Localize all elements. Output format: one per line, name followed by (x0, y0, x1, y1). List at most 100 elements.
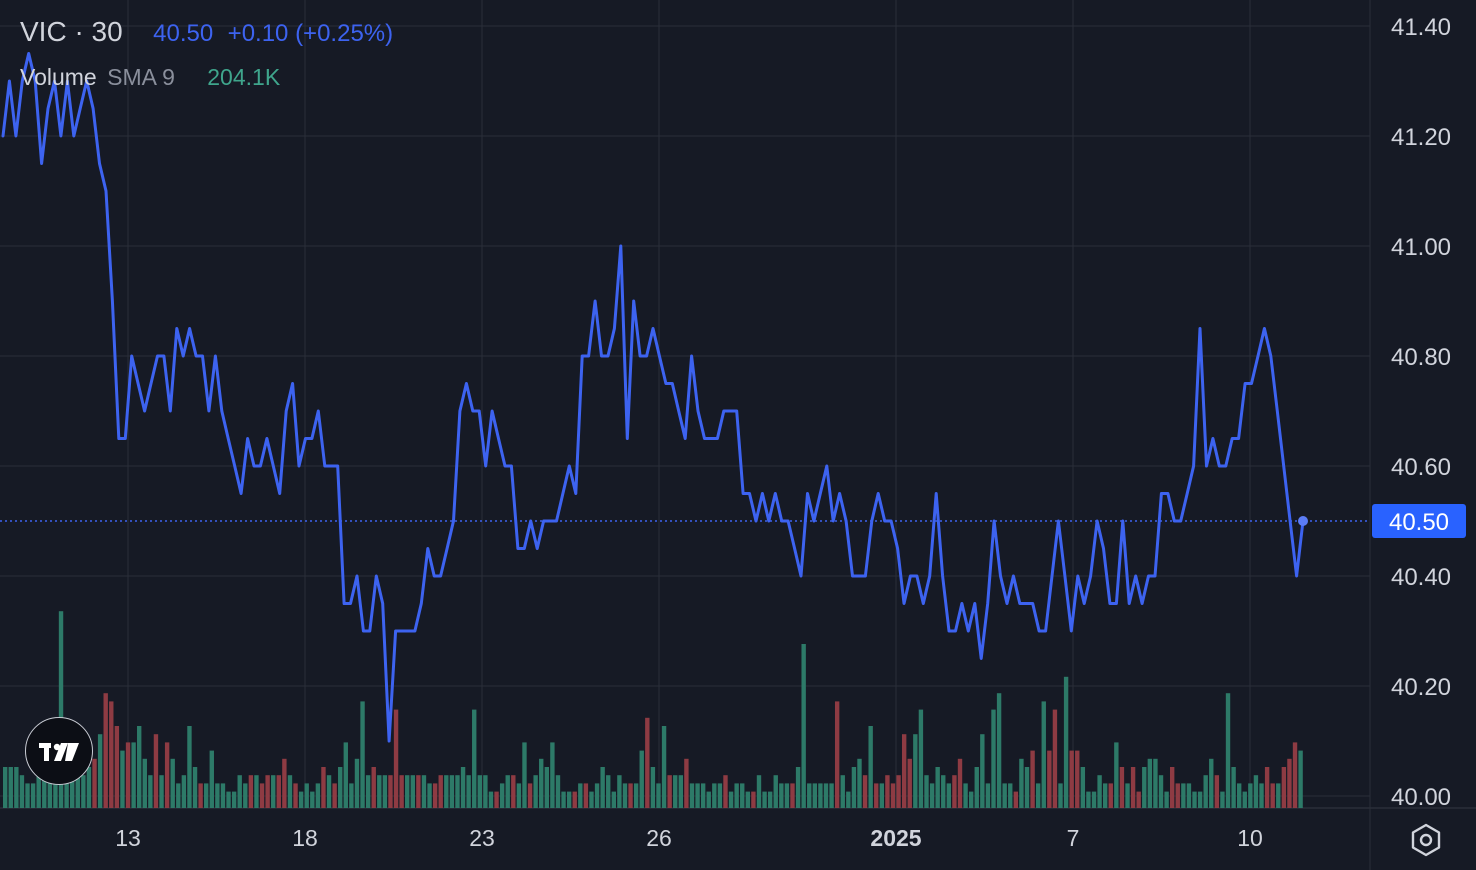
volume-bar (1248, 783, 1253, 808)
volume-bar (460, 767, 466, 808)
volume-bar (1281, 767, 1287, 808)
volume-bar (388, 775, 393, 808)
volume-bar (1080, 767, 1086, 808)
volume-bar (857, 758, 862, 808)
volume-bar (131, 742, 136, 808)
volume-bar (1253, 775, 1259, 808)
volume-bar (282, 758, 287, 808)
volume-bar (527, 783, 533, 808)
volume-bar (287, 775, 293, 808)
volume-bar (1242, 791, 1247, 808)
tradingview-logo-icon[interactable] (25, 717, 93, 785)
volume-bar (14, 767, 19, 808)
volume-bar (667, 775, 672, 808)
volume-bar (706, 791, 711, 808)
volume-bar (918, 709, 924, 808)
volume-bar (416, 775, 421, 808)
volume-bar (1153, 758, 1158, 808)
volume-bar (628, 783, 633, 808)
volume-bar (1270, 783, 1275, 808)
volume-bars (3, 611, 1303, 808)
volume-bar (58, 611, 64, 808)
volume-bar (678, 775, 684, 808)
volume-bar (946, 783, 952, 808)
volume-bar (829, 783, 834, 808)
volume-bar (762, 791, 767, 808)
volume-bar (1102, 783, 1108, 808)
volume-bar (349, 783, 354, 808)
price-tick-label: 41.00 (1391, 234, 1451, 261)
time-axis[interactable]: 13 18 23 26 2025 7 10 (115, 825, 1263, 851)
volume-bar (957, 758, 963, 808)
volume-bar (159, 775, 164, 808)
volume-bar (673, 775, 678, 808)
volume-bar (868, 726, 873, 808)
volume-bar (539, 758, 544, 808)
volume-bar (466, 775, 471, 808)
volume-bar (1292, 742, 1298, 808)
volume-value: 204.1K (207, 64, 281, 90)
volume-bar (3, 767, 8, 808)
volume-bar (968, 791, 974, 808)
time-tick-label: 7 (1067, 825, 1080, 851)
volume-bar (740, 783, 745, 808)
volume-bar (1259, 783, 1264, 808)
volume-bar (81, 775, 86, 808)
volume-bar (393, 709, 399, 808)
volume-bar (1164, 791, 1169, 808)
volume-bar (756, 775, 762, 808)
volume-bar (1119, 767, 1125, 808)
volume-bar (1097, 775, 1102, 808)
volume-bar (338, 767, 343, 808)
symbol-title[interactable]: VIC · 30 (20, 16, 123, 47)
volume-bar (1058, 783, 1063, 808)
volume-bar (840, 775, 845, 808)
current-price-badge (1372, 504, 1466, 538)
volume-bar (1181, 783, 1186, 808)
volume-bar (30, 783, 36, 808)
last-price-marker (1298, 516, 1308, 526)
volume-bar (310, 791, 315, 808)
volume-bar (611, 791, 617, 808)
volume-bar (248, 775, 254, 808)
volume-bar (1024, 767, 1030, 808)
volume-bar (1075, 750, 1080, 808)
volume-bar (494, 791, 499, 808)
volume-bar (92, 758, 97, 808)
price-tick-label: 41.40 (1391, 14, 1451, 41)
volume-bar (399, 775, 404, 808)
volume-bar (209, 750, 214, 808)
volume-bar (259, 783, 265, 808)
volume-bar (36, 767, 41, 808)
volume-bar (578, 783, 583, 808)
volume-bar (1047, 750, 1052, 808)
volume-bar (1108, 783, 1113, 808)
volume-bar (231, 791, 237, 808)
volume-bar (734, 783, 739, 808)
volume-bar (125, 742, 131, 808)
volume-bar (622, 783, 628, 808)
volume-bar (784, 783, 790, 808)
price-axis[interactable]: 41.40 41.20 41.00 40.80 40.60 40.40 40.20 40.00… (1372, 14, 1466, 811)
volume-bar (801, 644, 806, 808)
volume-bar (120, 750, 125, 808)
volume-bar (192, 767, 198, 808)
volume-bar (427, 783, 432, 808)
volume-bar (505, 775, 510, 808)
volume-bar (220, 783, 226, 808)
volume-bar (1276, 783, 1281, 808)
volume-bar (455, 775, 460, 808)
volume-bar (684, 758, 689, 808)
volume-bar (1236, 783, 1242, 808)
volume-bar (952, 775, 957, 808)
volume-bar (963, 783, 968, 808)
volume-bar (1225, 693, 1231, 808)
volume-bar (371, 767, 376, 808)
volume-bar (589, 791, 594, 808)
price-change: +0.10 (+0.25%) (227, 20, 394, 47)
volume-title[interactable]: Volume (20, 64, 97, 90)
gear-icon[interactable] (1408, 822, 1444, 858)
time-tick-label: 13 (115, 825, 141, 851)
